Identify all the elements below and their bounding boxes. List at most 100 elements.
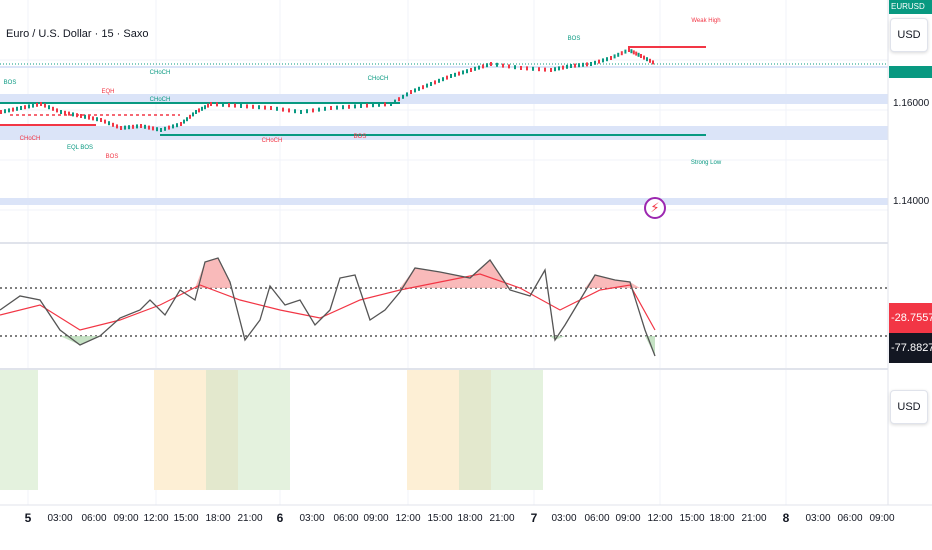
candle bbox=[594, 60, 596, 65]
candle bbox=[434, 80, 436, 85]
time-tick: 18:00 bbox=[205, 513, 231, 524]
session-box bbox=[0, 370, 38, 490]
osc-line bbox=[0, 257, 656, 357]
candle bbox=[20, 106, 22, 110]
candle bbox=[354, 104, 356, 109]
smc-label: BOS bbox=[105, 154, 119, 160]
symbol-tag: EURUSD bbox=[889, 0, 932, 14]
time-tick: 06:00 bbox=[837, 513, 863, 524]
candle bbox=[160, 128, 162, 132]
candle bbox=[635, 51, 638, 56]
demand-zone-upper bbox=[0, 94, 888, 104]
candle bbox=[88, 115, 90, 120]
candle bbox=[486, 63, 488, 68]
price-label: 1.16000 bbox=[893, 98, 930, 109]
time-tick: 12:00 bbox=[143, 513, 169, 524]
candle bbox=[490, 62, 492, 66]
candle bbox=[643, 55, 645, 60]
candle bbox=[324, 106, 326, 111]
candle bbox=[558, 66, 560, 71]
candle bbox=[446, 75, 448, 80]
osc-value-tag-red: -28.75570 bbox=[889, 303, 932, 333]
candle bbox=[649, 58, 651, 63]
candle bbox=[132, 124, 134, 129]
candle bbox=[186, 117, 188, 122]
candle bbox=[140, 124, 142, 128]
candle bbox=[384, 102, 386, 107]
time-tick: 18:00 bbox=[457, 513, 483, 524]
candle bbox=[617, 52, 620, 57]
time-tick: 15:00 bbox=[679, 513, 705, 524]
smc-label: BOS bbox=[353, 134, 367, 140]
candle bbox=[502, 63, 504, 68]
price-label: 1.14000 bbox=[893, 196, 930, 207]
candle bbox=[36, 102, 38, 107]
candle bbox=[68, 111, 70, 116]
chart-title[interactable]: Euro / U.S. Dollar · 15 · Saxo bbox=[6, 28, 149, 40]
time-tick: 06:00 bbox=[584, 513, 610, 524]
candle bbox=[402, 94, 404, 99]
candle bbox=[120, 126, 122, 130]
candle bbox=[210, 102, 212, 106]
candle bbox=[406, 92, 408, 97]
candle bbox=[104, 119, 106, 124]
candle bbox=[100, 118, 102, 122]
candle bbox=[582, 62, 584, 67]
candle bbox=[562, 65, 564, 70]
candle bbox=[470, 68, 472, 72]
candle bbox=[598, 59, 600, 64]
candle bbox=[366, 103, 368, 108]
candle bbox=[526, 66, 528, 71]
smc-label: EQH bbox=[101, 89, 115, 95]
candle bbox=[554, 67, 556, 72]
candle bbox=[222, 102, 224, 107]
time-tick: 03:00 bbox=[47, 513, 73, 524]
candle bbox=[136, 124, 138, 129]
candle bbox=[288, 108, 290, 113]
candle bbox=[201, 106, 203, 111]
candle bbox=[336, 105, 338, 110]
currency-button[interactable]: USD bbox=[890, 18, 928, 52]
candle bbox=[394, 99, 396, 104]
candle bbox=[148, 125, 150, 130]
candle bbox=[207, 103, 209, 108]
time-tick: 09:00 bbox=[869, 513, 895, 524]
candle bbox=[482, 64, 484, 69]
candle bbox=[410, 90, 412, 94]
candle bbox=[632, 50, 635, 55]
candle bbox=[108, 121, 110, 126]
candle bbox=[613, 54, 616, 59]
candle bbox=[72, 112, 74, 117]
smc-label: EQL BOS bbox=[66, 145, 94, 151]
session-box bbox=[491, 370, 543, 490]
candle bbox=[586, 62, 588, 67]
candle bbox=[318, 107, 320, 112]
candle bbox=[637, 52, 640, 57]
currency-button-lower[interactable]: USD bbox=[890, 390, 928, 424]
candle bbox=[80, 114, 82, 118]
candle bbox=[112, 122, 114, 127]
candle bbox=[258, 105, 260, 110]
candle bbox=[430, 82, 432, 86]
oscillator bbox=[0, 257, 656, 357]
candle bbox=[246, 104, 248, 109]
smc-label: CHoCH bbox=[149, 70, 171, 76]
time-tick: 21:00 bbox=[237, 513, 263, 524]
candle bbox=[234, 103, 236, 108]
time-tick: 09:00 bbox=[113, 513, 139, 524]
candle bbox=[252, 104, 254, 109]
candle bbox=[450, 74, 452, 78]
lightning-icon[interactable]: ⚡ bbox=[644, 197, 666, 219]
candle bbox=[152, 126, 154, 131]
candle bbox=[76, 113, 78, 118]
candle bbox=[240, 104, 242, 108]
time-tick: 5 bbox=[24, 511, 32, 525]
time-tick: 8 bbox=[782, 511, 790, 525]
smc-label: CHoCH bbox=[261, 138, 283, 144]
candle bbox=[390, 102, 392, 106]
candle bbox=[60, 110, 62, 114]
candle bbox=[306, 109, 308, 114]
candle bbox=[8, 108, 10, 113]
candle bbox=[12, 107, 14, 112]
